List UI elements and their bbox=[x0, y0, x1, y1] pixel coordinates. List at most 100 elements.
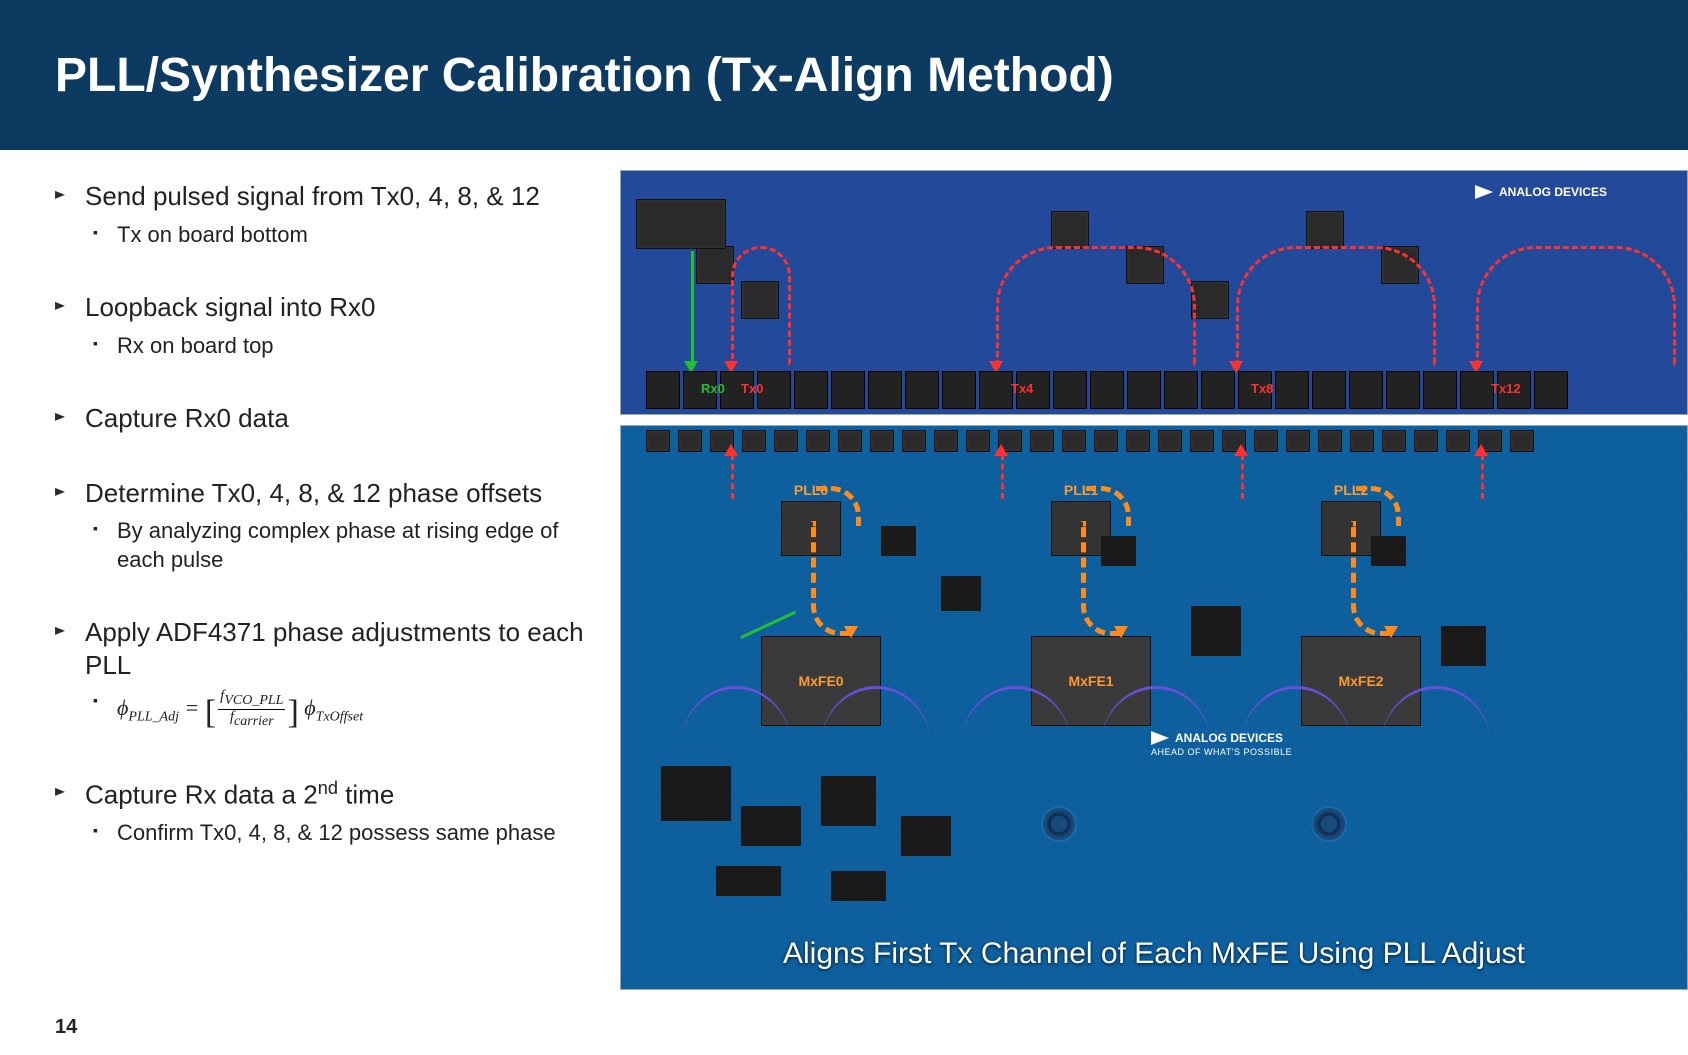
logo-text: ANALOG DEVICES bbox=[1499, 185, 1607, 199]
edge-connector bbox=[1534, 371, 1568, 409]
rf-connector bbox=[934, 430, 958, 452]
green-trace-segment bbox=[740, 611, 796, 639]
slide-body: Send pulsed signal from Tx0, 4, 8, & 12 T… bbox=[0, 150, 1688, 1000]
board-component bbox=[1371, 536, 1406, 566]
rf-connector bbox=[1414, 430, 1438, 452]
bottom-board: ANALOG DEVICES AHEAD OF WHAT'S POSSIBLE … bbox=[620, 425, 1688, 990]
board-component bbox=[881, 526, 916, 556]
rf-connector bbox=[678, 430, 702, 452]
rf-connector bbox=[966, 430, 990, 452]
red-arrowhead-icon bbox=[1234, 444, 1248, 456]
pll-chip-row: PLL0PLL1PLL2 bbox=[621, 466, 1687, 546]
rf-connector bbox=[1158, 430, 1182, 452]
connector-label: Tx0 bbox=[741, 381, 763, 396]
sub-bullet-list: ϕPLL_Adj = [fVCO_PLLfcarrier] ϕTxOffset bbox=[55, 689, 610, 734]
bullet-text: Apply ADF4371 phase adjustments to each … bbox=[55, 616, 610, 681]
sub-bullet-list: Rx on board top bbox=[55, 332, 610, 361]
bullet-item: Capture Rx0 data bbox=[55, 402, 610, 435]
bullet-item: Determine Tx0, 4, 8, & 12 phase offsets B… bbox=[55, 477, 610, 575]
edge-connector bbox=[1460, 371, 1494, 409]
top-board-chip bbox=[696, 246, 734, 284]
edge-connector bbox=[1312, 371, 1346, 409]
rf-connector bbox=[838, 430, 862, 452]
board-component bbox=[821, 776, 876, 826]
mxfe-chip-label: MxFE0 bbox=[762, 673, 880, 689]
bullet-item: Apply ADF4371 phase adjustments to each … bbox=[55, 616, 610, 734]
board-component bbox=[1101, 536, 1136, 566]
bullet-text: Determine Tx0, 4, 8, & 12 phase offsets bbox=[55, 477, 610, 510]
edge-connector bbox=[905, 371, 939, 409]
slide-title: PLL/Synthesizer Calibration (Tx-Align Me… bbox=[55, 48, 1114, 103]
bullet-text: Loopback signal into Rx0 bbox=[55, 291, 610, 324]
edge-connector-row: Rx0 Tx0 Tx4 Tx8 Tx12 bbox=[646, 371, 1687, 409]
tx-red-arrow bbox=[1001, 454, 1004, 499]
loopback-red-path bbox=[731, 246, 791, 366]
edge-connector bbox=[868, 371, 902, 409]
bullet-column: Send pulsed signal from Tx0, 4, 8, & 12 T… bbox=[0, 150, 620, 1000]
rf-connector bbox=[870, 430, 894, 452]
board-component bbox=[741, 806, 801, 846]
edge-connector bbox=[1201, 371, 1235, 409]
mounting-pad bbox=[1311, 806, 1347, 842]
edge-connector bbox=[1423, 371, 1457, 409]
board-component bbox=[831, 871, 886, 901]
edge-connector bbox=[1275, 371, 1309, 409]
slide-header: PLL/Synthesizer Calibration (Tx-Align Me… bbox=[0, 0, 1688, 150]
tx-red-arrow bbox=[1241, 454, 1244, 499]
rf-connector bbox=[1286, 430, 1310, 452]
edge-connector bbox=[646, 371, 680, 409]
board-component bbox=[716, 866, 781, 896]
top-board-chip bbox=[1191, 281, 1229, 319]
rf-connector bbox=[1094, 430, 1118, 452]
bullet-text: Send pulsed signal from Tx0, 4, 8, & 12 bbox=[55, 180, 610, 213]
connector-label: Rx0 bbox=[701, 381, 725, 396]
rf-connector bbox=[1350, 430, 1374, 452]
logo-triangle-icon bbox=[1475, 185, 1493, 199]
logo-tagline: AHEAD OF WHAT'S POSSIBLE bbox=[1151, 747, 1292, 757]
rf-connector bbox=[742, 430, 766, 452]
top-board-chip bbox=[1051, 211, 1089, 249]
board-component bbox=[941, 576, 981, 611]
pll-to-mxfe-path bbox=[811, 521, 851, 636]
sub-bullet-item: Rx on board top bbox=[55, 332, 610, 361]
board-component bbox=[1191, 606, 1241, 656]
board-component bbox=[901, 816, 951, 856]
rf-connector bbox=[806, 430, 830, 452]
mxfe-chip-label: MxFE2 bbox=[1302, 673, 1420, 689]
mounting-pad bbox=[1041, 806, 1077, 842]
sub-bullet-list: Tx on board bottom bbox=[55, 221, 610, 250]
sub-bullet-list: By analyzing complex phase at rising edg… bbox=[55, 517, 610, 574]
red-arrowhead-icon bbox=[724, 444, 738, 456]
rf-connector bbox=[902, 430, 926, 452]
edge-connector bbox=[794, 371, 828, 409]
rf-connector bbox=[774, 430, 798, 452]
edge-connector bbox=[1090, 371, 1124, 409]
orange-arrowhead-icon bbox=[1114, 626, 1128, 638]
connector-label: Tx8 bbox=[1251, 381, 1273, 396]
connector-label: Tx12 bbox=[1491, 381, 1521, 396]
rf-connector bbox=[1254, 430, 1278, 452]
rf-connector bbox=[1062, 430, 1086, 452]
bullet-item: Send pulsed signal from Tx0, 4, 8, & 12 T… bbox=[55, 180, 610, 249]
rf-connector bbox=[1510, 430, 1534, 452]
sub-bullet-item: By analyzing complex phase at rising edg… bbox=[55, 517, 610, 574]
edge-connector bbox=[1127, 371, 1161, 409]
sub-bullet-item: Tx on board bottom bbox=[55, 221, 610, 250]
top-board: ANALOG DEVICES Rx0 Tx0 Tx4 Tx8 Tx12 bbox=[620, 170, 1688, 415]
red-arrowhead-icon bbox=[1474, 444, 1488, 456]
edge-connector bbox=[979, 371, 1013, 409]
mxfe-chip-label: MxFE1 bbox=[1032, 673, 1150, 689]
orange-arrowhead-icon bbox=[844, 626, 858, 638]
rf-connector bbox=[646, 430, 670, 452]
connector-label: Tx4 bbox=[1011, 381, 1033, 396]
rf-connector bbox=[1126, 430, 1150, 452]
top-board-chip bbox=[1306, 211, 1344, 249]
sub-bullet-item: Confirm Tx0, 4, 8, & 12 possess same pha… bbox=[55, 819, 610, 848]
page-number: 14 bbox=[55, 1016, 77, 1039]
top-connector-block bbox=[636, 199, 726, 249]
diagram-column: ANALOG DEVICES Rx0 Tx0 Tx4 Tx8 Tx12 bbox=[620, 150, 1688, 1000]
sub-bullet-list: Confirm Tx0, 4, 8, & 12 possess same pha… bbox=[55, 819, 610, 848]
analog-devices-logo: ANALOG DEVICES bbox=[1475, 185, 1607, 199]
formula-item: ϕPLL_Adj = [fVCO_PLLfcarrier] ϕTxOffset bbox=[55, 689, 610, 734]
board-component bbox=[661, 766, 731, 821]
